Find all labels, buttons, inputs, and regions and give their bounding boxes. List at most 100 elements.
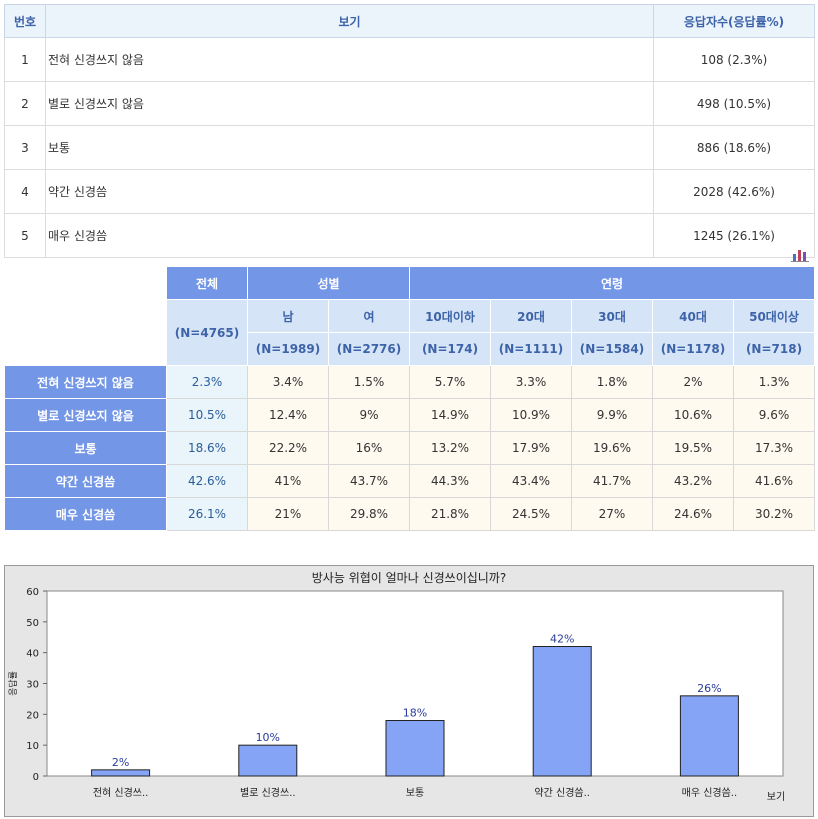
bar	[238, 744, 298, 777]
cross-row: 보통 18.6% 22.2% 16% 13.2% 17.9% 19.6% 19.5% 17.3%	[4, 431, 816, 465]
column-n: (N=1989)	[247, 332, 329, 366]
options-row: 5 매우 신경씀 1245 (26.1%)	[4, 213, 815, 258]
cross-row: 별로 신경쓰지 않음 10.5% 12.4% 9% 14.9% 10.9% 9.9% 10.6…	[4, 398, 816, 432]
cross-value-cell: 21.8%	[409, 497, 491, 531]
y-tick-label: 10	[26, 741, 39, 752]
cross-value-cell: 21%	[247, 497, 329, 531]
bar-data-label: 10%	[256, 731, 280, 744]
x-tick-label: 매우 신경씀..	[682, 786, 738, 799]
cross-value-cell: 1.5%	[328, 365, 410, 399]
cross-value-cell: 43.2%	[652, 464, 734, 498]
cross-row: 전혀 신경쓰지 않음 2.3% 3.4% 1.5% 5.7% 3.3% 1.8% 2% 1.3%	[4, 365, 816, 399]
header-option: 보기	[45, 4, 654, 38]
y-tick-label: 0	[33, 772, 39, 783]
x-tick-label: 약간 신경씀..	[534, 786, 590, 799]
cross-value-cell: 17.9%	[490, 431, 572, 465]
total-n: (N=4765)	[166, 299, 248, 366]
options-header-row: 번호 보기 응답자수(응답률%)	[4, 4, 815, 38]
cross-row-label: 매우 신경씀	[4, 497, 167, 531]
chart-title: 방사능 위협이 얼마나 신경쓰이십니까?	[312, 571, 506, 585]
column-n: (N=174)	[409, 332, 491, 366]
cross-header-row-3: (N=1989) (N=2776) (N=174) (N=1111) (N=1584)(…	[5, 332, 816, 366]
cross-value-cell: 1.8%	[571, 365, 653, 399]
cross-value-cell: 19.6%	[571, 431, 653, 465]
cross-value-cell: 3.4%	[247, 365, 329, 399]
x-tick-label: 별로 신경쓰..	[240, 786, 296, 799]
header-count: 응답자수(응답률%)	[653, 4, 815, 38]
column-n: (N=2776)	[328, 332, 410, 366]
cross-value-cell: 41.6%	[732, 464, 816, 498]
column-label: 여	[328, 299, 410, 333]
bar-chart: 방사능 위협이 얼마나 신경쓰이십니까? 0 10 20 30 40 50 60 응답률 2% 전혀…	[4, 565, 814, 817]
option-no: 5	[4, 213, 46, 258]
cross-value-cell: 10.9%	[490, 398, 572, 432]
options-row: 4 약간 신경씀 2028 (42.6%)	[4, 169, 815, 214]
bar-chart-icon[interactable]	[790, 248, 810, 262]
corner-cell	[4, 266, 167, 366]
option-count: 886 (18.6%)	[653, 125, 815, 170]
cross-row-label: 약간 신경씀	[4, 464, 167, 498]
option-count: 498 (10.5%)	[653, 81, 815, 126]
cross-total-cell: 18.6%	[166, 431, 248, 465]
y-tick-label: 60	[26, 587, 39, 598]
cross-row: 매우 신경씀 26.1% 21% 29.8% 21.8% 24.5% 27% 24.6% 30.…	[4, 497, 816, 531]
cross-total-cell: 42.6%	[166, 464, 248, 498]
option-label: 매우 신경씀	[45, 213, 654, 258]
option-no: 4	[4, 169, 46, 214]
y-tick-label: 40	[26, 649, 39, 660]
cross-value-cell: 27%	[571, 497, 653, 531]
cross-header-row-1: 전체 성별 연령	[4, 266, 816, 366]
option-no: 1	[4, 37, 46, 82]
bar-data-label: 42%	[550, 633, 574, 646]
bar	[385, 720, 445, 777]
cross-total-cell: 2.3%	[166, 365, 248, 399]
option-label: 별로 신경쓰지 않음	[45, 81, 654, 126]
cross-header-row-2: (N=4765) 남 여 10대이하 20대 30대 40대 50대이상	[5, 299, 816, 366]
cross-value-cell: 22.2%	[247, 431, 329, 465]
cross-value-cell: 9.6%	[732, 398, 816, 432]
cross-value-cell: 2%	[652, 365, 734, 399]
age-header: 연령	[408, 266, 816, 300]
bar	[679, 695, 739, 777]
cross-value-cell: 43.7%	[328, 464, 410, 498]
cross-value-cell: 13.2%	[409, 431, 491, 465]
column-n: (N=1178)	[652, 332, 734, 366]
bar-chart-svg: 방사능 위협이 얼마나 신경쓰이십니까? 0 10 20 30 40 50 60 응답률 2% 전혀…	[7, 571, 785, 803]
cross-value-cell: 1.3%	[732, 365, 816, 399]
cross-value-cell: 5.7%	[409, 365, 491, 399]
column-label: 40대	[652, 299, 734, 333]
cross-value-cell: 9.9%	[571, 398, 653, 432]
options-row: 1 전혀 신경쓰지 않음 108 (2.3%)	[4, 37, 815, 82]
cross-value-cell: 9%	[328, 398, 410, 432]
cross-row-label: 보통	[4, 431, 167, 465]
column-label: 50대이상	[732, 299, 816, 333]
cross-value-cell: 10.6%	[652, 398, 734, 432]
bar-data-label: 18%	[403, 707, 427, 720]
y-tick-label: 20	[26, 710, 39, 721]
cross-table: 전체 성별 연령 (N=4765) 남 여 10대이하 20대 30대 40대 50대이상 (N=19…	[4, 266, 816, 531]
cross-value-cell: 24.5%	[490, 497, 572, 531]
cross-value-cell: 44.3%	[409, 464, 491, 498]
column-n: (N=718)	[732, 332, 816, 366]
x-tick-label: 보통	[406, 787, 424, 799]
bar-data-label: 2%	[112, 756, 129, 769]
option-count: 108 (2.3%)	[653, 37, 815, 82]
cross-value-cell: 16%	[328, 431, 410, 465]
gender-header: 성별	[247, 266, 410, 300]
cross-value-cell: 3.3%	[490, 365, 572, 399]
options-row: 2 별로 신경쓰지 않음 498 (10.5%)	[4, 81, 815, 126]
bar	[532, 646, 592, 777]
column-label: 10대이하	[409, 299, 491, 333]
option-label: 전혀 신경쓰지 않음	[45, 37, 654, 82]
total-header: 전체	[166, 266, 248, 300]
cross-total-cell: 26.1%	[166, 497, 248, 531]
option-label: 보통	[45, 125, 654, 170]
bar	[91, 769, 151, 777]
option-no: 2	[4, 81, 46, 126]
cross-value-cell: 19.5%	[652, 431, 734, 465]
option-count: 2028 (42.6%)	[653, 169, 815, 214]
column-label: 남	[247, 299, 329, 333]
cross-value-cell: 29.8%	[328, 497, 410, 531]
option-label: 약간 신경씀	[45, 169, 654, 214]
option-count: 1245 (26.1%)	[653, 213, 815, 258]
